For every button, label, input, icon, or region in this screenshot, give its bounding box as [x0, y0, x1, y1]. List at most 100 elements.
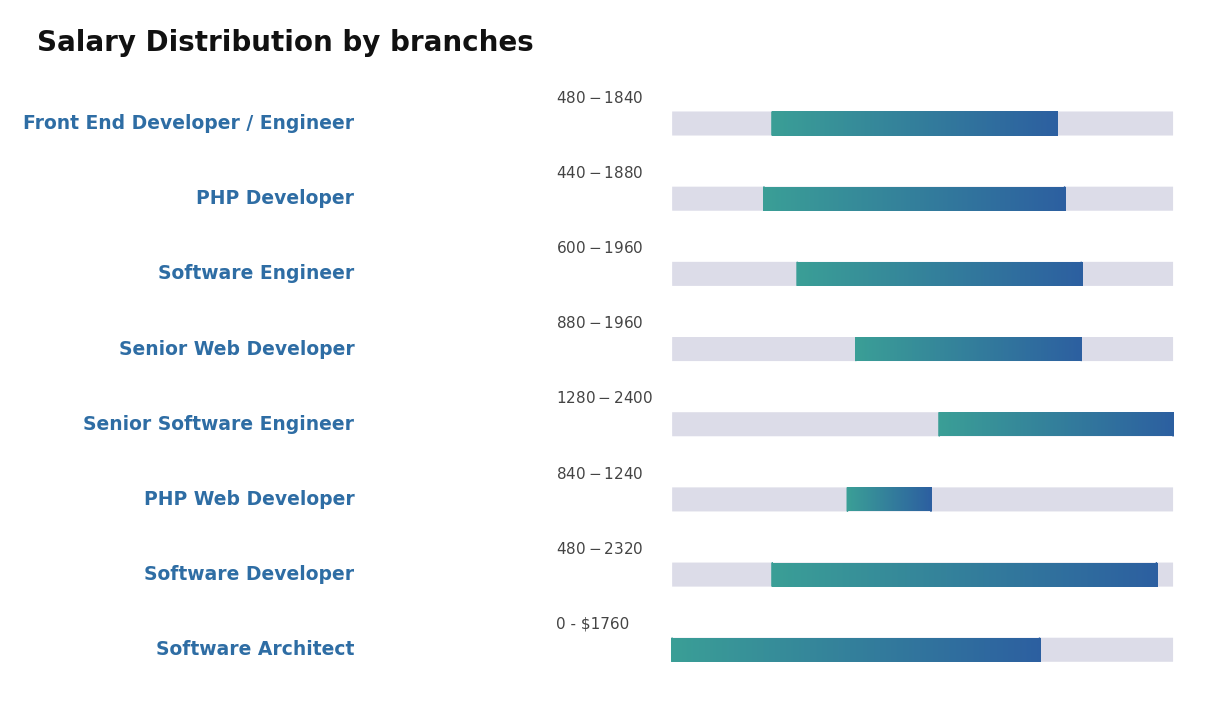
Bar [948, 112, 949, 135]
Bar [975, 187, 976, 211]
Bar [855, 563, 858, 586]
Bar [952, 262, 953, 286]
Bar [862, 563, 863, 586]
Bar [892, 112, 893, 135]
Bar [896, 638, 897, 662]
Bar [943, 262, 945, 286]
Bar [915, 112, 916, 135]
Bar [1136, 563, 1138, 586]
Bar [946, 563, 947, 586]
Bar [840, 638, 841, 662]
Bar [704, 638, 705, 662]
Bar [1058, 187, 1059, 211]
Bar [781, 187, 782, 211]
Bar [822, 187, 824, 211]
Bar [1045, 112, 1046, 135]
Bar [907, 112, 908, 135]
Bar [863, 563, 864, 586]
Bar [868, 638, 869, 662]
Bar [1040, 638, 1041, 662]
Bar [677, 638, 678, 662]
Bar [891, 262, 893, 286]
Bar [788, 112, 789, 135]
Bar [847, 112, 848, 135]
Bar [852, 638, 853, 662]
Bar [863, 187, 864, 211]
Text: Salary Distribution by branches: Salary Distribution by branches [37, 29, 534, 57]
Bar [1056, 262, 1057, 286]
Bar [833, 563, 836, 586]
Bar [830, 187, 831, 211]
Bar [792, 187, 793, 211]
Bar [1062, 262, 1063, 286]
Bar [1117, 563, 1118, 586]
Bar [967, 187, 968, 211]
Bar [971, 262, 974, 286]
Bar [910, 187, 912, 211]
Bar [842, 563, 843, 586]
Bar [1095, 563, 1096, 586]
Bar [776, 112, 777, 135]
Bar [982, 638, 985, 662]
Bar [898, 638, 899, 662]
Bar [947, 112, 948, 135]
Bar [986, 563, 987, 586]
Bar [796, 187, 797, 211]
Bar [899, 112, 901, 135]
Bar [1011, 638, 1012, 662]
Bar [979, 638, 981, 662]
Bar [805, 563, 808, 586]
Bar [1036, 187, 1037, 211]
Bar [916, 262, 918, 286]
Bar [796, 187, 798, 211]
Bar [798, 187, 799, 211]
Bar [1077, 563, 1079, 586]
Bar [934, 638, 936, 662]
Bar [962, 112, 963, 135]
Bar [864, 262, 865, 286]
Bar [721, 638, 723, 662]
Bar [945, 262, 946, 286]
Bar [869, 638, 870, 662]
Bar [897, 638, 898, 662]
Bar [804, 112, 805, 135]
Bar [919, 262, 920, 286]
Bar [791, 112, 792, 135]
Bar [791, 638, 792, 662]
Bar [1009, 563, 1012, 586]
Bar [672, 638, 673, 662]
Bar [909, 187, 910, 211]
Bar [913, 262, 914, 286]
Bar [893, 112, 895, 135]
Bar [837, 262, 838, 286]
Bar [848, 112, 849, 135]
Bar [1033, 563, 1035, 586]
Bar [896, 563, 897, 586]
Bar [912, 262, 913, 286]
Bar [975, 262, 976, 286]
Bar [1081, 563, 1084, 586]
Bar [813, 563, 814, 586]
Bar [989, 638, 991, 662]
Bar [744, 638, 747, 662]
Bar [918, 638, 919, 662]
Bar [964, 563, 965, 586]
Bar [706, 638, 708, 662]
Bar [957, 187, 958, 211]
Bar [813, 112, 815, 135]
Bar [1014, 262, 1015, 286]
Bar [967, 187, 969, 211]
Bar [965, 112, 967, 135]
Bar [865, 112, 866, 135]
Text: $480 - $2320: $480 - $2320 [556, 541, 644, 557]
Bar [879, 262, 880, 286]
Bar [969, 563, 970, 586]
Bar [880, 262, 881, 286]
Bar [1011, 112, 1012, 135]
Bar [1033, 187, 1034, 211]
Bar [859, 112, 860, 135]
Bar [1102, 563, 1105, 586]
Bar [692, 638, 693, 662]
Bar [830, 563, 832, 586]
Bar [925, 112, 926, 135]
